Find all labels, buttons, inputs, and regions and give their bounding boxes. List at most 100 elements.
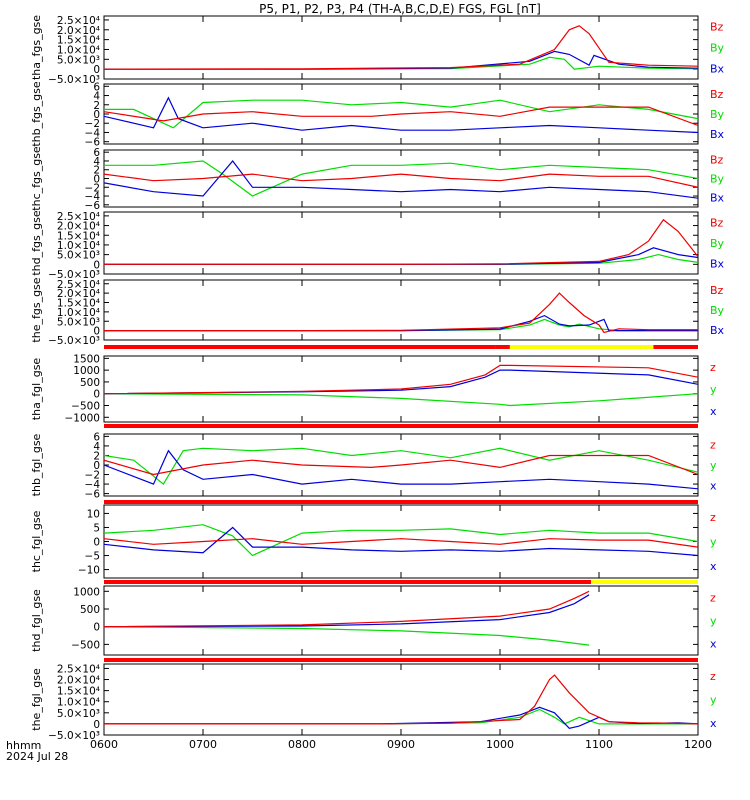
y-tick-label: −6 — [85, 489, 101, 501]
legend-label: By — [710, 304, 725, 317]
y-tick-label: −2 — [85, 118, 100, 130]
panel-8: 10 5 0 −5 −10 thc_fgl_gse zyx — [30, 504, 717, 579]
y-tick-label: −4 — [85, 479, 101, 491]
y-tick-label: 10 — [87, 508, 100, 520]
y-tick-label: 2.0×10⁴ — [57, 675, 100, 687]
y-tick-label: 1.5×10⁴ — [57, 298, 100, 310]
y-tick-label: −4 — [85, 127, 101, 139]
y-tick-label: 6 — [93, 81, 100, 93]
y-axis-label: thb_fgl_gse — [30, 433, 43, 496]
panel-10: 2.5×10⁴2.0×10⁴1.5×10⁴1.0×10⁴5.0×10³0−5.0… — [30, 663, 717, 742]
legend-label: y — [710, 615, 717, 628]
x-tick-label: 0800 — [288, 738, 316, 751]
legend-label: Bz — [710, 216, 724, 229]
series-line-Bz — [104, 106, 698, 127]
series-line-x — [104, 369, 698, 395]
y-tick-label: 1.5×10⁴ — [57, 35, 100, 47]
y-axis-label: thc_fgl_gse — [30, 510, 43, 572]
legend-label: Bx — [710, 324, 725, 337]
series-line-z — [104, 674, 698, 725]
series-line-z — [104, 364, 698, 395]
status-bar-segment — [495, 345, 510, 349]
legend-label: x — [710, 638, 717, 651]
series-line-Bx — [104, 160, 698, 199]
series-line-y — [104, 524, 698, 557]
y-tick-label: 0 — [93, 389, 100, 401]
status-bar-segment — [104, 580, 592, 584]
y-tick-label: −4 — [85, 191, 101, 203]
y-tick-label: 5.0×10³ — [57, 316, 100, 328]
y-axis-label: tha_fgl_gse — [30, 358, 43, 421]
y-axis-label: thc_fgs_gse — [30, 146, 43, 211]
y-axis-label: the_fgl_gse — [30, 668, 43, 731]
y-tick-label: 1.0×10⁴ — [57, 307, 100, 319]
y-tick-label: 0 — [93, 719, 100, 731]
series-line-Bx — [104, 96, 698, 134]
series-line-Bz — [104, 292, 698, 334]
y-tick-label: 0 — [93, 174, 100, 186]
status-bar-segment — [104, 658, 698, 662]
panels: 2.5×10⁴2.0×10⁴1.5×10⁴1.0×10⁴5.0×10³0−5.0… — [30, 15, 725, 742]
status-bar-segment — [653, 345, 698, 349]
series-line-By — [104, 160, 698, 197]
series-line-z — [104, 590, 590, 628]
series-line-y — [104, 393, 698, 407]
y-tick-label: 5.0×10³ — [57, 54, 100, 66]
legend-label: x — [710, 480, 717, 493]
y-tick-label: 1000 — [73, 365, 100, 377]
y-tick-label: −5 — [85, 551, 100, 563]
legend-label: Bx — [710, 128, 725, 141]
y-tick-label: −5.0×10³ — [48, 269, 100, 281]
y-tick-label: 6 — [93, 147, 100, 159]
legend-label: z — [710, 592, 716, 605]
status-bar-segment — [591, 580, 698, 584]
legend-label: x — [710, 717, 717, 730]
legend-label: Bx — [710, 192, 725, 205]
legend-label: Bx — [710, 63, 725, 76]
y-tick-label: 4 — [93, 91, 100, 103]
x-date-label: 2024 Jul 28 — [6, 750, 68, 763]
y-tick-label: 0 — [93, 622, 100, 634]
y-tick-label: 5 — [93, 522, 100, 534]
y-tick-label: 2.0×10⁴ — [57, 288, 100, 300]
panel-1: 2.5×10⁴2.0×10⁴1.5×10⁴1.0×10⁴5.0×10³0−5.0… — [30, 15, 725, 86]
series-line-Bz — [104, 173, 698, 188]
panel-9: 1000 500 0 −500 thd_fgl_gse zyx — [30, 585, 717, 656]
y-tick-label: 1.5×10⁴ — [57, 686, 100, 698]
legend-label: x — [710, 560, 717, 573]
series-line-x — [104, 449, 698, 490]
y-tick-label: 4 — [93, 441, 100, 453]
y-tick-label: −500 — [71, 639, 100, 651]
x-tick-label: 1000 — [486, 738, 514, 751]
x-axis: hhmm 2024 Jul 28 0600 0700 0800 0900 1000 110… — [6, 738, 712, 763]
y-tick-label: 1000 — [73, 586, 100, 598]
y-tick-label: 0 — [93, 109, 100, 121]
plot-title: P5, P1, P2, P3, P4 (TH-A,B,C,D,E) FGS, F… — [259, 2, 541, 16]
status-bar-segment — [104, 424, 698, 428]
legend-label: y — [710, 536, 717, 549]
legend-label: Bz — [710, 88, 724, 101]
series-line-Bz — [104, 218, 698, 265]
legend-label: z — [710, 511, 716, 524]
legend-label: By — [710, 237, 725, 250]
y-tick-label: 2 — [93, 165, 100, 177]
y-tick-label: 1500 — [73, 353, 100, 365]
y-tick-label: 0 — [93, 460, 100, 472]
series-line-Bx — [104, 314, 698, 332]
y-axis-label: tha_fgs_gse — [30, 15, 43, 80]
y-tick-label: −5.0×10³ — [48, 335, 100, 347]
x-corner-label: hhmm — [6, 739, 41, 752]
y-tick-label: 500 — [80, 377, 100, 389]
y-tick-label: −5.0×10³ — [48, 730, 100, 742]
legend-label: z — [710, 361, 716, 374]
legend-label: y — [710, 383, 717, 396]
x-tick-label: 1100 — [585, 738, 613, 751]
panel-4: 2.5×10⁴2.0×10⁴1.5×10⁴1.0×10⁴5.0×10³0−5.0… — [30, 210, 725, 281]
panel-5: 2.5×10⁴2.0×10⁴1.5×10⁴1.0×10⁴5.0×10³0−5.0… — [30, 277, 725, 347]
legend-label: y — [710, 694, 717, 707]
x-tick-label: 0900 — [387, 738, 415, 751]
y-tick-label: 1.5×10⁴ — [57, 230, 100, 242]
